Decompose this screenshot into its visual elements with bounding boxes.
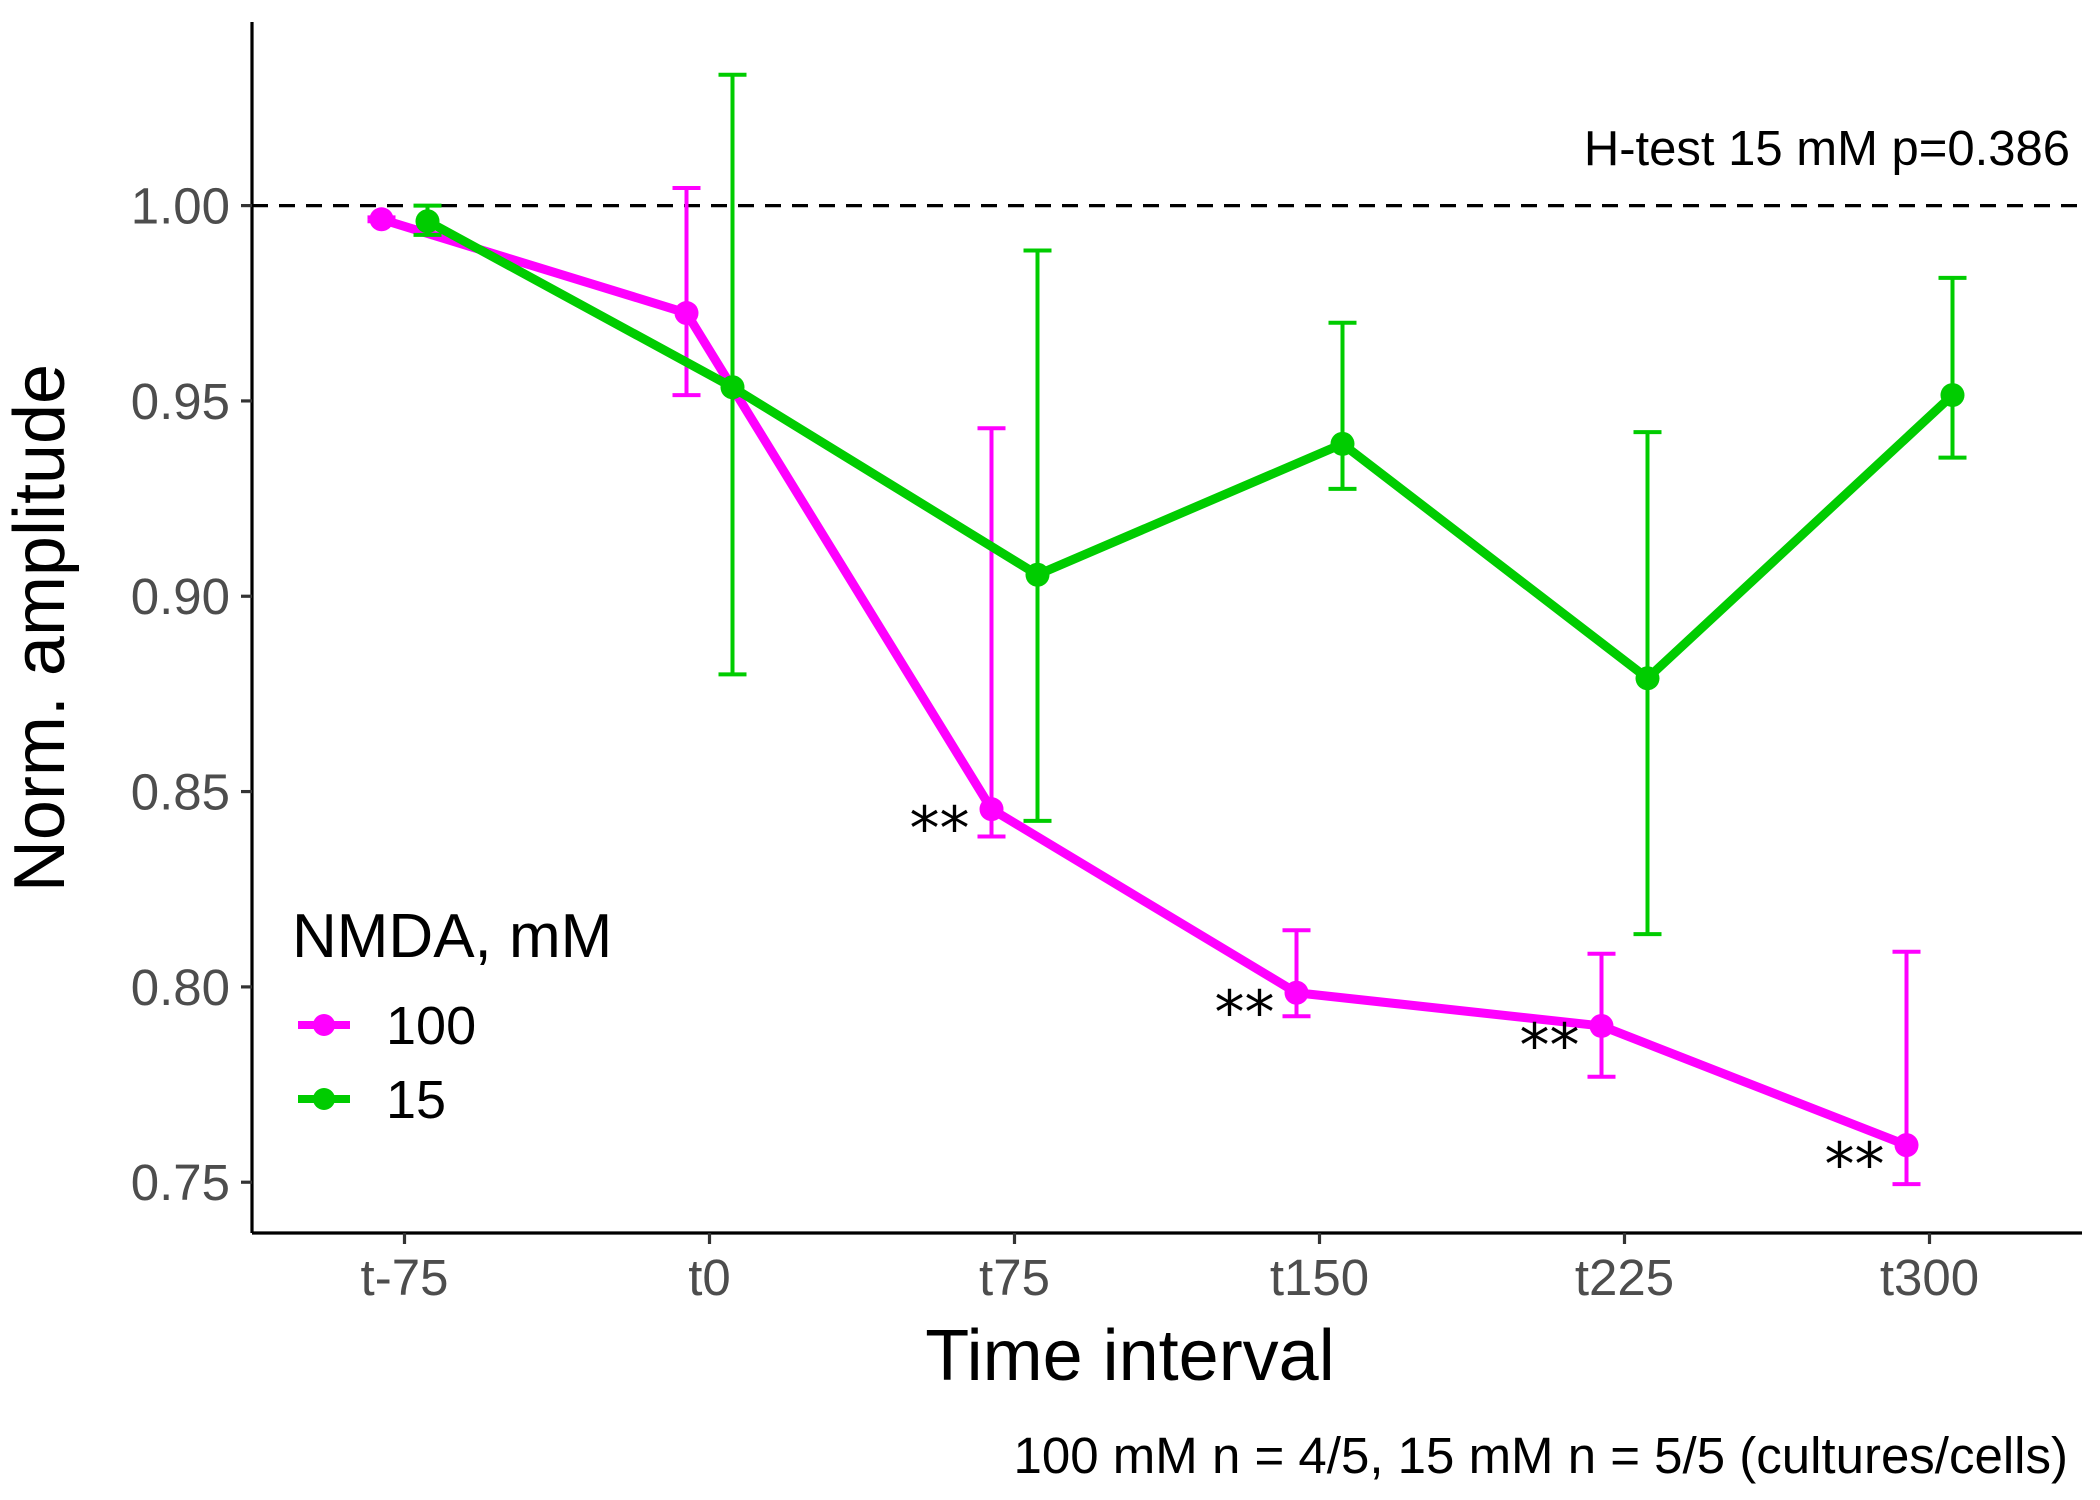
x-tick-label: t75 (979, 1249, 1050, 1306)
data-point (1284, 980, 1309, 1005)
y-axis-title: Norm. amplitude (0, 364, 80, 892)
legend-title: NMDA, mM (292, 902, 612, 971)
significance-marker: ** (1825, 1130, 1885, 1200)
data-point (369, 207, 394, 232)
legend-label-15: 15 (386, 1070, 446, 1130)
y-tick-label: 0.90 (131, 568, 230, 625)
data-point (1635, 666, 1660, 691)
x-tick-label: t0 (688, 1249, 731, 1306)
legend-key-point-15 (313, 1088, 335, 1110)
data-point (674, 301, 699, 326)
data-point (1330, 431, 1355, 456)
error-bar (718, 72, 747, 677)
error-bar (1938, 275, 1967, 460)
data-point (415, 209, 440, 234)
x-tick-label: t150 (1270, 1249, 1369, 1306)
data-point (979, 797, 1004, 822)
data-point (1025, 562, 1050, 587)
caption: 100 mM n = 4/5, 15 mM n = 5/5 (cultures/… (1014, 1427, 2068, 1484)
axes: 0.75 0.80 0.85 0.90 0.95 1.00 t-75 t0 t75 t150 t22… (131, 22, 2082, 1306)
error-bar (1328, 320, 1357, 491)
significance-marker: ** (910, 794, 970, 864)
error-bar (1023, 248, 1052, 823)
error-bar (977, 426, 1006, 839)
series-line (377, 214, 1911, 1150)
data-point (1589, 1013, 1614, 1038)
legend-item-100: 100 (298, 996, 476, 1056)
y-tick-label: 0.75 (131, 1154, 230, 1211)
y-tick-label: 0.85 (131, 764, 230, 821)
y-tick-label: 1.00 (131, 178, 230, 235)
data-point (720, 375, 745, 400)
x-tick-label: t-75 (361, 1249, 449, 1306)
x-axis-title: Time interval (925, 1316, 1334, 1396)
significance-marker: ** (1520, 1011, 1580, 1081)
y-tick-label: 0.95 (131, 373, 230, 430)
significance-marker: ** (1215, 978, 1275, 1048)
p-value-annotation: H-test 15 mM p=0.386 (1584, 122, 2070, 176)
series-layer: ** ** ** ** (367, 72, 1967, 1200)
text-layer: Norm. amplitude Time interval H-test 15 … (0, 122, 2070, 1484)
x-tick-label: t300 (1880, 1249, 1979, 1306)
legend-item-15: 15 (298, 1070, 446, 1130)
legend: NMDA, mM 100 15 (292, 902, 612, 1130)
data-point (1894, 1133, 1919, 1158)
x-tick-label: t225 (1575, 1249, 1674, 1306)
y-tick-label: 0.80 (131, 959, 230, 1016)
series-100: ** ** ** ** (367, 186, 1921, 1200)
data-point (1940, 383, 1965, 408)
series-15 (413, 72, 1967, 937)
series-line (423, 216, 1957, 683)
legend-key-point-100 (313, 1014, 335, 1036)
legend-label-100: 100 (386, 996, 476, 1056)
